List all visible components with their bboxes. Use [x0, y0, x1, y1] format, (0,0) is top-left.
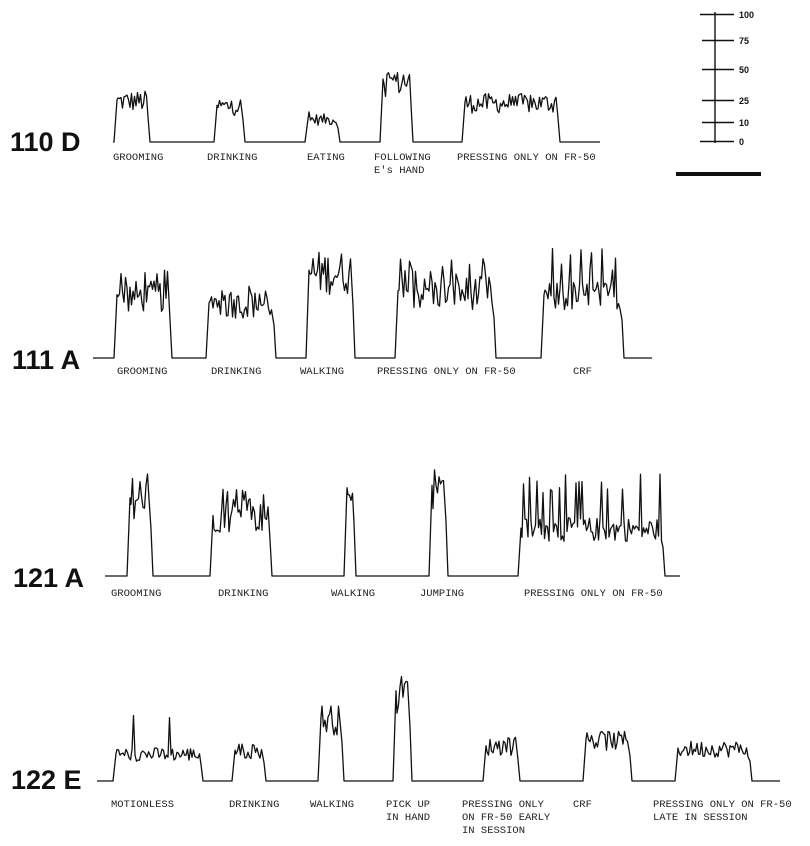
behavior-label: DRINKING	[229, 799, 279, 811]
behavior-label: WALKING	[310, 799, 354, 811]
trace-row-2: GROOMING DRINKING WALKING JUMPING PRESSING O…	[105, 469, 680, 600]
behavior-label: GROOMING	[113, 152, 163, 164]
amplitude-scale: 100 75 50 25 10 0	[676, 10, 761, 176]
behavior-label: PRESSING ONLY ON FR-50	[653, 799, 792, 811]
trace-row-1: GROOMING DRINKING WALKING PRESSING ONLY ON …	[93, 247, 652, 378]
behavior-label: LATE IN SESSION	[653, 812, 748, 824]
row-label-110d: 110 D	[10, 127, 81, 157]
behavior-label: CRF	[573, 799, 592, 811]
behavior-label: WALKING	[300, 366, 344, 378]
row-label-111a: 111 A	[12, 345, 80, 375]
activity-trace-line	[97, 675, 780, 782]
behavior-label: E's HAND	[374, 165, 424, 177]
scale-label-25: 25	[739, 96, 749, 106]
behavior-label: EATING	[307, 152, 345, 164]
behavior-label: PRESSING ONLY ON FR-50	[524, 588, 663, 600]
behavior-label: JUMPING	[420, 588, 464, 600]
behavior-label: DRINKING	[207, 152, 257, 164]
row-label-122e: 122 E	[11, 765, 82, 795]
behavior-label: ON FR-50 EARLY	[462, 812, 551, 824]
behavior-label: IN SESSION	[462, 825, 525, 837]
behavior-label: WALKING	[331, 588, 375, 600]
behavior-label: CRF	[573, 366, 592, 378]
row-label-121a: 121 A	[13, 563, 84, 593]
behavior-label: PRESSING ONLY ON FR-50	[457, 152, 596, 164]
scale-label-0: 0	[739, 137, 744, 147]
scale-label-75: 75	[739, 36, 749, 46]
behavior-label: PICK UP	[386, 799, 430, 811]
activity-trace-line	[113, 72, 600, 143]
activity-trace-line	[105, 469, 680, 577]
activity-trace-line	[93, 247, 652, 359]
time-scale-bar	[676, 172, 761, 176]
behavior-label: MOTIONLESS	[111, 799, 174, 811]
behavior-label: IN HAND	[386, 812, 430, 824]
scale-label-10: 10	[739, 118, 749, 128]
behavior-label: PRESSING ONLY ON FR-50	[377, 366, 516, 378]
behavior-label: PRESSING ONLY	[462, 799, 545, 811]
behavior-label: DRINKING	[211, 366, 261, 378]
scale-label-100: 100	[739, 10, 754, 20]
behavior-label: FOLLOWING	[374, 152, 431, 164]
behavior-label: GROOMING	[117, 366, 167, 378]
scale-label-50: 50	[739, 65, 749, 75]
behavior-label: GROOMING	[111, 588, 161, 600]
behavior-label: DRINKING	[218, 588, 268, 600]
